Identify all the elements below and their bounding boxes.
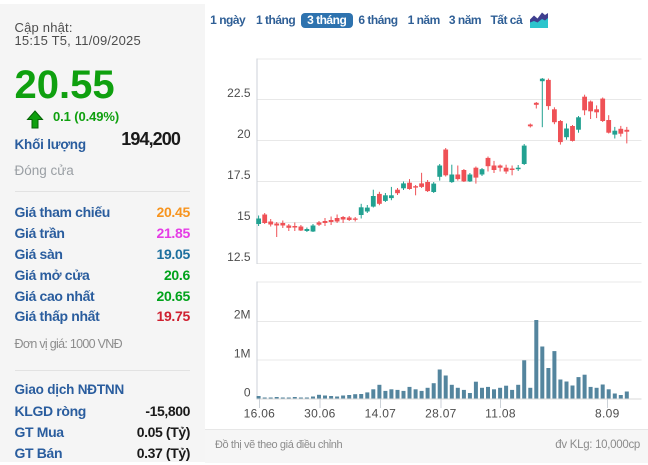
svg-text:2M: 2M: [234, 308, 251, 322]
svg-text:11.08: 11.08: [485, 407, 516, 421]
svg-text:14.07: 14.07: [365, 407, 397, 421]
svg-text:16.06: 16.06: [244, 407, 276, 421]
svg-text:12.5: 12.5: [227, 250, 251, 264]
svg-text:28.07: 28.07: [425, 407, 457, 421]
svg-text:22.5: 22.5: [227, 86, 251, 100]
svg-text:0: 0: [244, 385, 251, 399]
svg-text:20: 20: [237, 127, 251, 141]
svg-text:15: 15: [237, 209, 251, 223]
svg-text:17.5: 17.5: [227, 168, 251, 182]
svg-text:1M: 1M: [234, 346, 251, 360]
svg-text:8.09: 8.09: [595, 407, 620, 421]
svg-text:30.06: 30.06: [304, 407, 336, 421]
